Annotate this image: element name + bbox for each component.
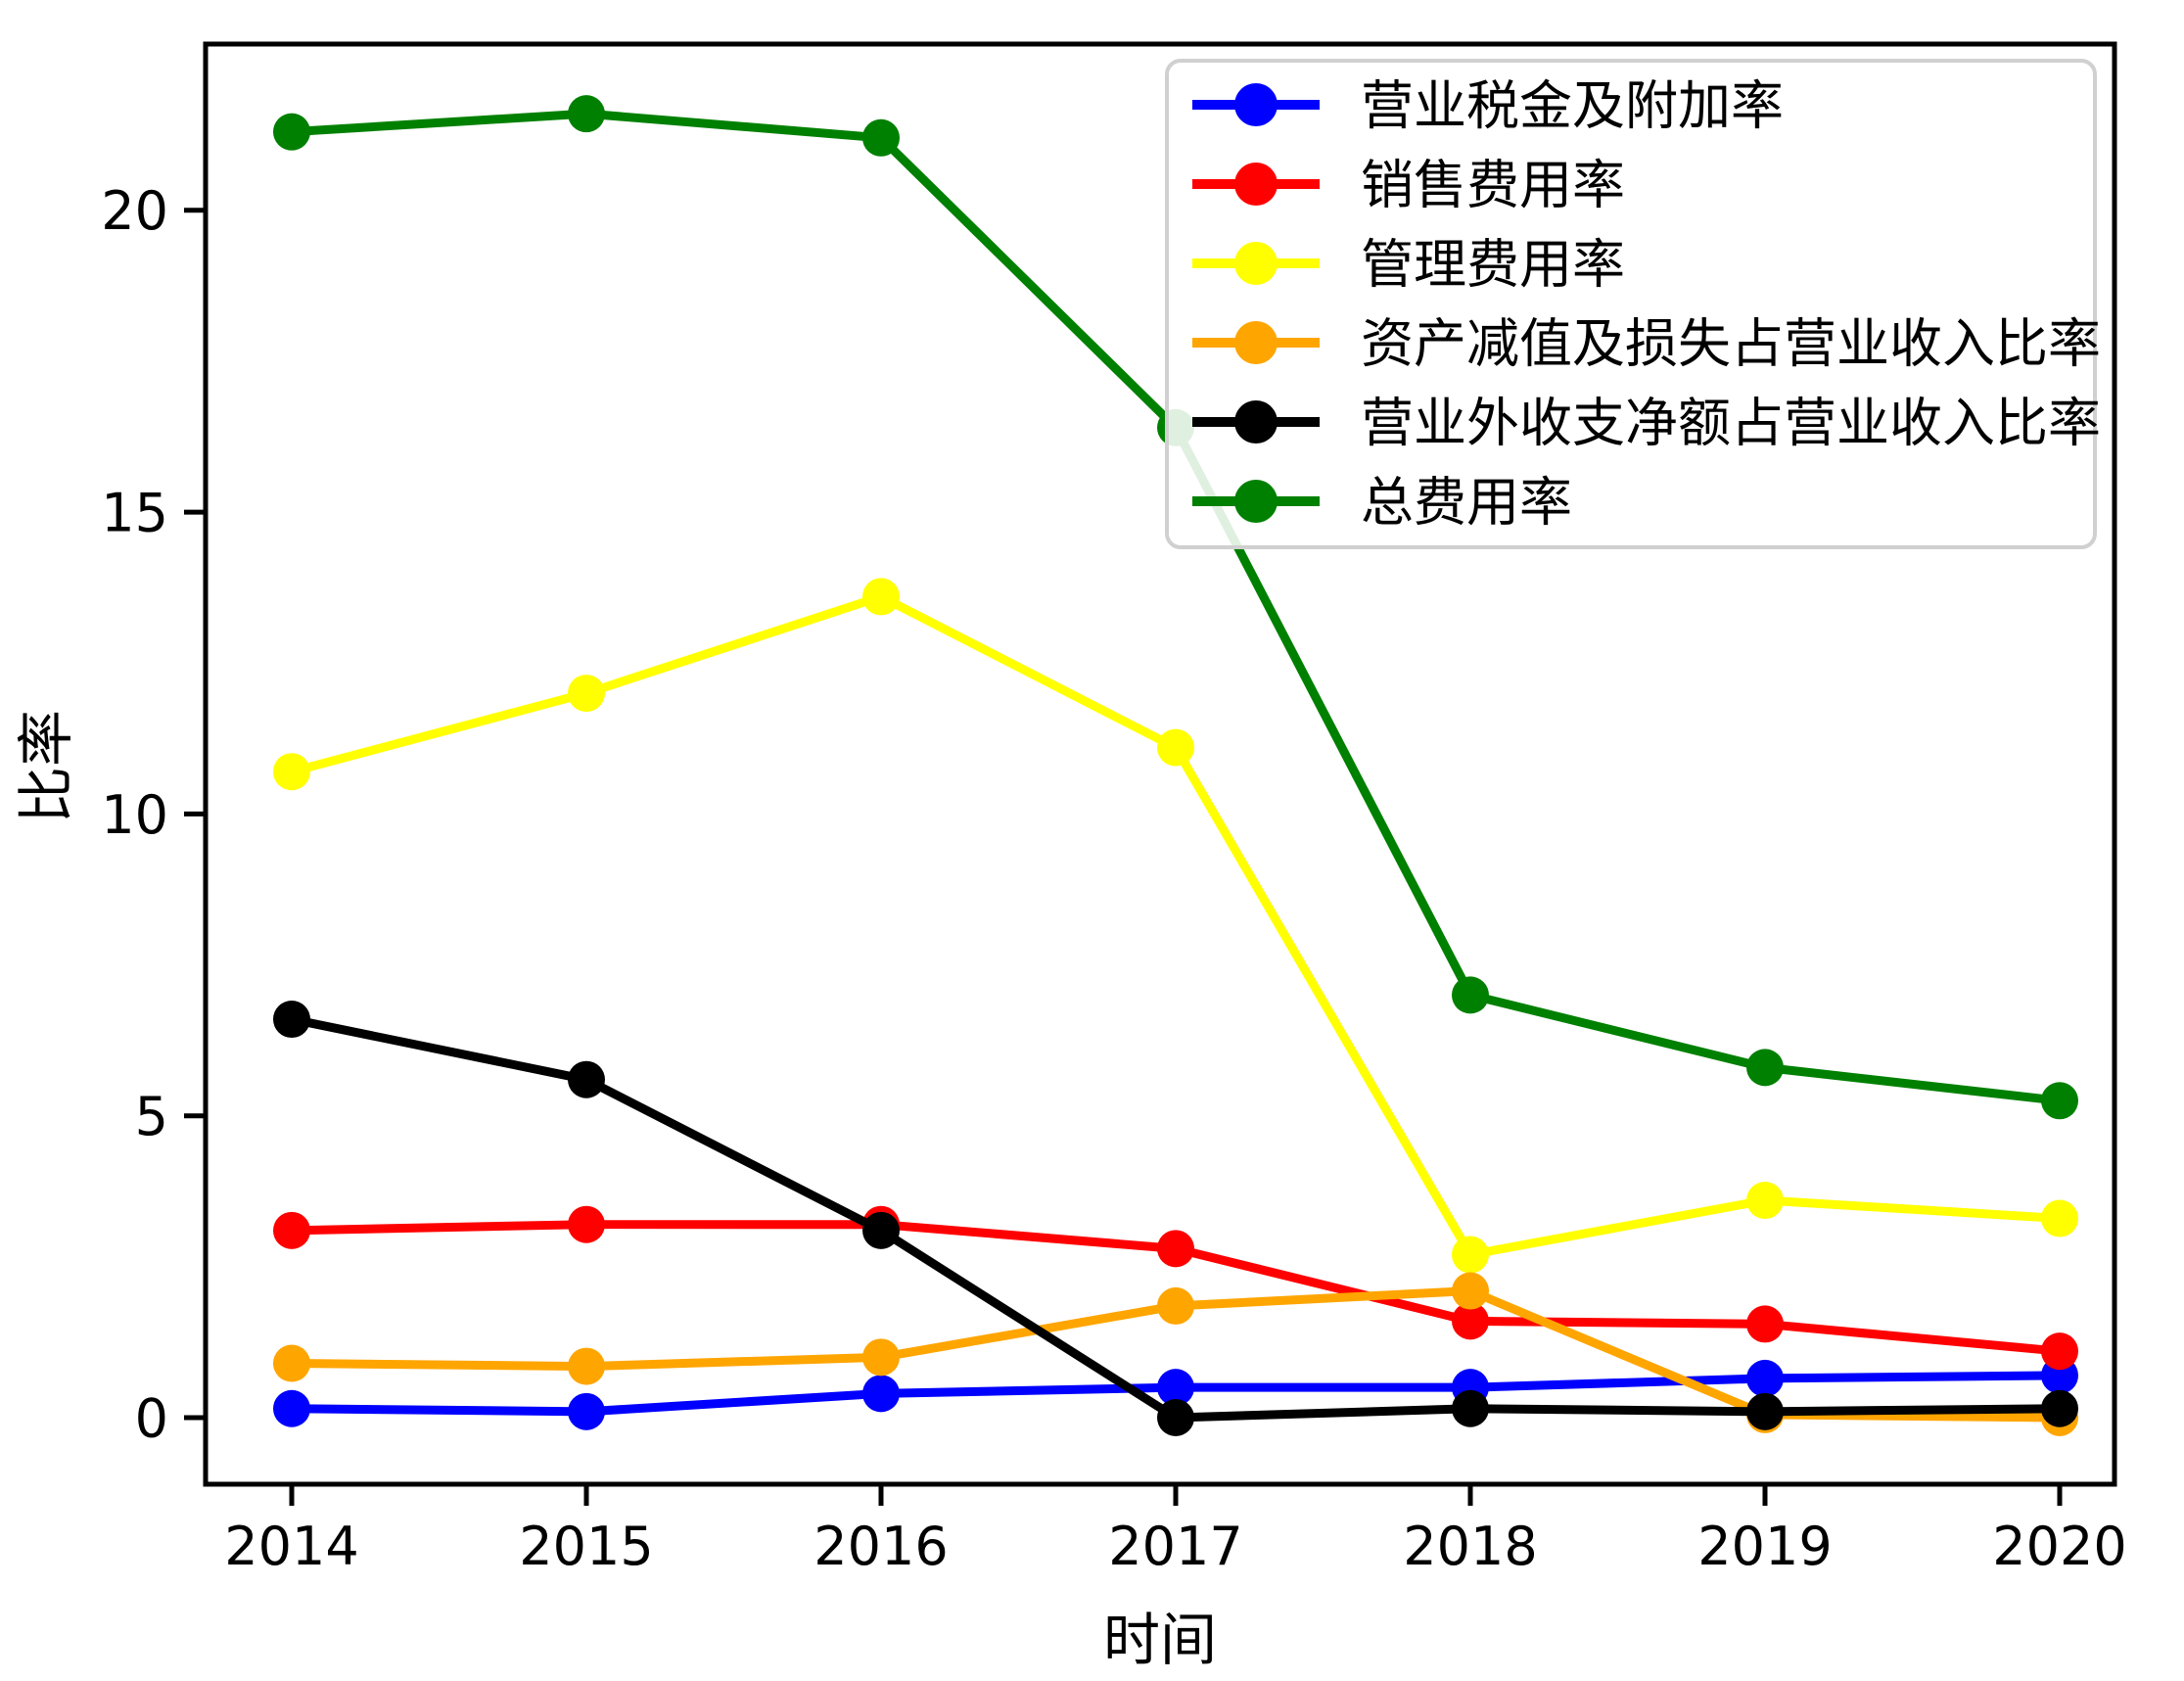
y-tick-label: 0 bbox=[135, 1387, 168, 1449]
axes-layer: 0 5 10 15 20 2014 2015 2016 2017 2018 2019 2020 bbox=[101, 41, 2127, 1577]
data-point bbox=[1452, 1302, 1489, 1340]
data-point bbox=[862, 578, 900, 616]
data-point bbox=[273, 1001, 310, 1039]
legend-layer: 营业税金及附加率销售费用率管理费用率资产减值及损失占营业收入比率营业外收支净额占… bbox=[1165, 59, 2101, 549]
x-tick-label: 2014 bbox=[224, 1516, 358, 1577]
data-point bbox=[1157, 728, 1194, 767]
data-point bbox=[568, 1060, 605, 1098]
legend-swatch-marker bbox=[1234, 242, 1278, 285]
x-axis-label: 时间 bbox=[1103, 1607, 1217, 1673]
legend-entry: 管理费用率 bbox=[1192, 233, 1625, 295]
data-point bbox=[2041, 1082, 2078, 1120]
data-point bbox=[273, 1389, 310, 1427]
data-point bbox=[1746, 1392, 1784, 1430]
legend-entry: 营业税金及附加率 bbox=[1192, 74, 1784, 136]
data-point bbox=[273, 753, 310, 791]
y-tick-label: 20 bbox=[101, 180, 168, 242]
legend-label: 资产减值及损失占营业收入比率 bbox=[1361, 312, 2101, 374]
legend-swatch-marker bbox=[1234, 163, 1278, 206]
data-point bbox=[1452, 1389, 1489, 1427]
legend-swatch-marker bbox=[1234, 480, 1278, 523]
data-point bbox=[1746, 1049, 1784, 1087]
data-point bbox=[1452, 1272, 1489, 1310]
data-point bbox=[862, 1338, 900, 1377]
data-point bbox=[862, 1375, 900, 1413]
data-point bbox=[1157, 1369, 1194, 1407]
y-tick-label: 10 bbox=[101, 784, 168, 846]
y-tick-label: 15 bbox=[101, 483, 168, 544]
legend-entry: 营业外收支净额占营业收入比率 bbox=[1192, 392, 2101, 453]
data-point bbox=[568, 1347, 605, 1385]
legend-swatch-marker bbox=[1234, 83, 1278, 126]
x-tick-label: 2016 bbox=[813, 1516, 948, 1577]
legend-label: 总费用率 bbox=[1361, 471, 1572, 533]
data-point bbox=[273, 1211, 310, 1249]
legend-swatch-marker bbox=[1234, 400, 1278, 444]
y-axis-label: 比率 bbox=[13, 710, 79, 823]
data-point bbox=[273, 1344, 310, 1382]
legend-label: 营业外收支净额占营业收入比率 bbox=[1361, 392, 2101, 453]
x-tick-label: 2018 bbox=[1403, 1516, 1537, 1577]
data-point bbox=[1157, 1286, 1194, 1325]
data-point bbox=[568, 1205, 605, 1243]
data-point bbox=[1157, 1230, 1194, 1268]
series-营业外收支净额占营业收入比率 bbox=[273, 1001, 2078, 1436]
legend-entry: 销售费用率 bbox=[1192, 154, 1625, 215]
legend-entry: 资产减值及损失占营业收入比率 bbox=[1192, 312, 2101, 374]
legend-swatch-marker bbox=[1234, 321, 1278, 364]
x-tick-label: 2017 bbox=[1108, 1516, 1242, 1577]
data-point bbox=[2041, 1199, 2078, 1237]
data-point bbox=[1452, 976, 1489, 1014]
data-point bbox=[1746, 1305, 1784, 1343]
data-point bbox=[2041, 1389, 2078, 1427]
data-point bbox=[273, 113, 310, 151]
legend-label: 管理费用率 bbox=[1361, 233, 1625, 295]
y-tick-label: 5 bbox=[135, 1086, 168, 1147]
legend-entry: 总费用率 bbox=[1192, 471, 1572, 533]
data-point bbox=[1452, 1236, 1489, 1274]
data-point bbox=[568, 95, 605, 133]
legend-label: 营业税金及附加率 bbox=[1361, 74, 1784, 136]
data-point bbox=[1746, 1359, 1784, 1397]
plot-frame bbox=[203, 41, 2117, 1487]
data-point bbox=[568, 1392, 605, 1430]
series-管理费用率 bbox=[273, 578, 2078, 1274]
x-tick-label: 2019 bbox=[1697, 1516, 1832, 1577]
x-tick-label: 2015 bbox=[519, 1516, 653, 1577]
data-point bbox=[1746, 1182, 1784, 1220]
data-point bbox=[2041, 1332, 2078, 1371]
x-tick-label: 2020 bbox=[1992, 1516, 2126, 1577]
legend-label: 销售费用率 bbox=[1361, 154, 1625, 215]
data-point bbox=[862, 118, 900, 157]
data-point bbox=[862, 1211, 900, 1249]
legend-box bbox=[1165, 59, 2097, 549]
data-point bbox=[568, 675, 605, 713]
data-point bbox=[1157, 1399, 1194, 1436]
